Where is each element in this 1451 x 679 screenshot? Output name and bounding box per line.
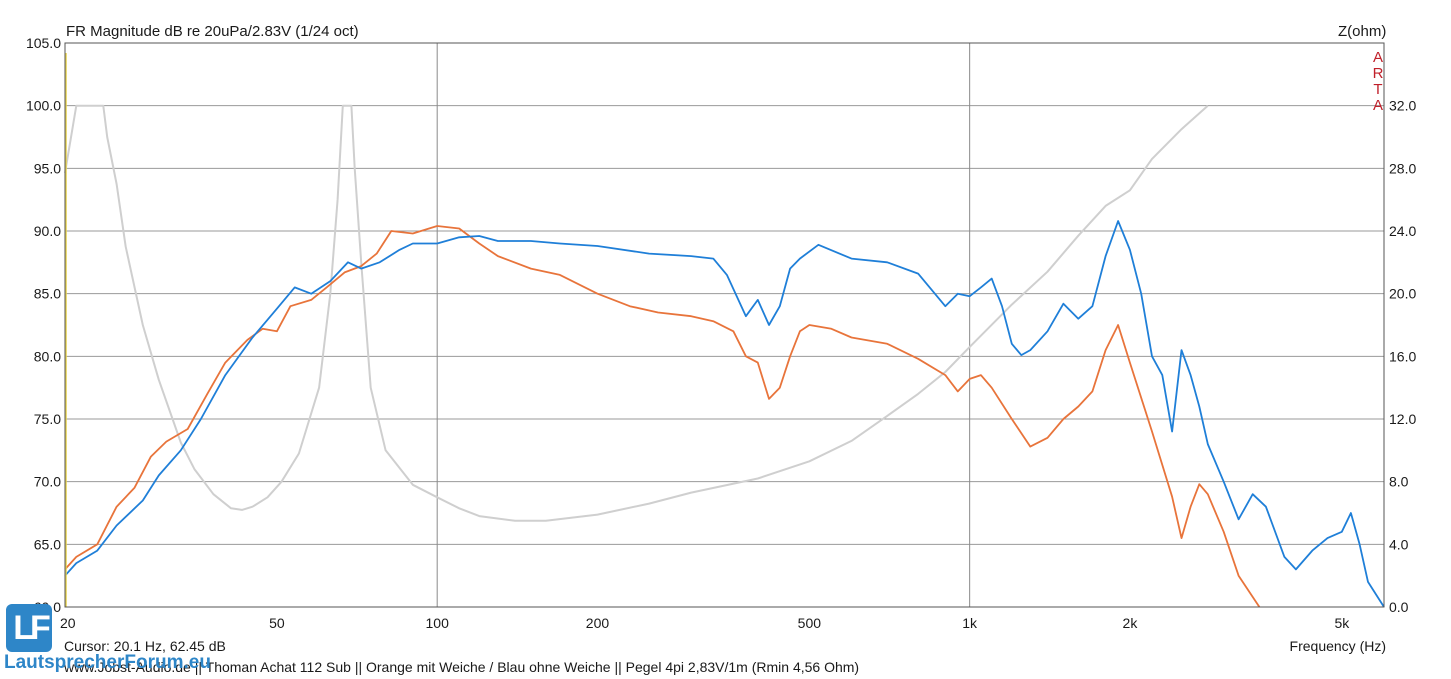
watermark-letter: A: [1373, 49, 1383, 66]
y-tick-label: 80.0: [34, 348, 61, 364]
y2-tick-label: 4.0: [1389, 536, 1409, 552]
x-tick-label: 5k: [1334, 615, 1350, 631]
x-tick-label: 500: [798, 615, 822, 631]
watermark-letter: R: [1373, 65, 1384, 82]
plot-frame: [64, 42, 1385, 608]
y-tick-label: 75.0: [34, 411, 61, 427]
watermark-letter: A: [1373, 97, 1383, 114]
y2-tick-label: 8.0: [1389, 474, 1409, 490]
chart-title: FR Magnitude dB re 20uPa/2.83V (1/24 oct…: [66, 23, 359, 40]
x-axis-label: Frequency (Hz): [1290, 638, 1386, 654]
y2-tick-label: 32.0: [1389, 98, 1416, 114]
impedance-line: [64, 104, 1209, 522]
y-tick-label: 105.0: [26, 35, 61, 51]
x-tick-label: 100: [426, 615, 450, 631]
x-tick-label: 20: [60, 615, 76, 631]
y2-tick-label: 16.0: [1389, 348, 1416, 364]
x-tick-label: 200: [586, 615, 610, 631]
y-tick-label: 85.0: [34, 286, 61, 302]
y-tick-label: 90.0: [34, 223, 61, 239]
right-axis-label: Z(ohm): [1338, 23, 1386, 40]
y-tick-label: 100.0: [26, 98, 61, 114]
y2-tick-label: 20.0: [1389, 286, 1416, 302]
watermark-letter: T: [1373, 81, 1382, 98]
series-line-orange: [64, 225, 1261, 608]
y-tick-label: 95.0: [34, 160, 61, 176]
forum-logo-wordmark-icon: LautsprecherForum.eu: [4, 652, 211, 673]
forum-logo-letters-icon: LF: [13, 609, 51, 647]
y-tick-label: 65.0: [34, 536, 61, 552]
y2-tick-label: 24.0: [1389, 223, 1416, 239]
x-tick-label: 50: [269, 615, 285, 631]
footer-caption: www.Jobst-Audio.de || Thoman Achat 112 S…: [63, 659, 859, 675]
y-tick-label: 70.0: [34, 474, 61, 490]
forum-logo-icon: [6, 604, 52, 652]
y2-tick-label: 28.0: [1389, 160, 1416, 176]
cursor-readout: Cursor: 20.1 Hz, 62.45 dB: [64, 638, 226, 654]
x-tick-label: 1k: [962, 615, 978, 631]
x-tick-label: 2k: [1123, 615, 1139, 631]
series-line-blue: [64, 220, 1385, 608]
y2-tick-label: 12.0: [1389, 411, 1416, 427]
curves: [64, 53, 1385, 608]
y2-tick-label: 0.0: [1389, 599, 1409, 615]
axis-labels: 105.0100.095.090.085.080.075.070.065.060…: [26, 35, 1417, 631]
